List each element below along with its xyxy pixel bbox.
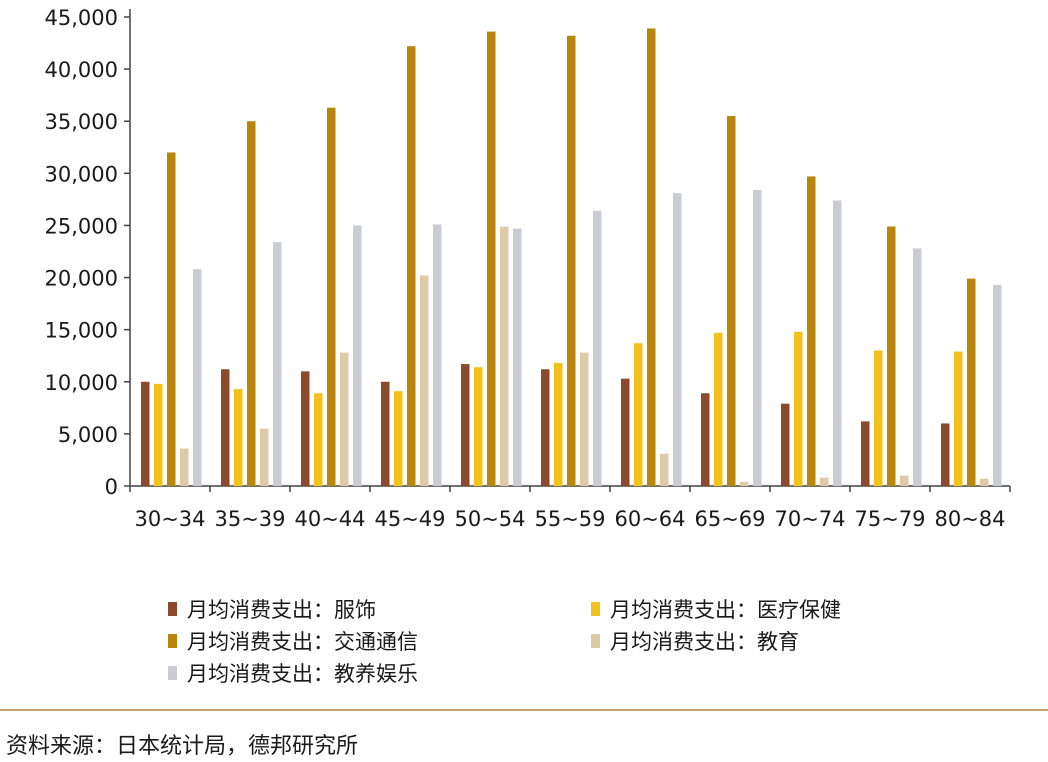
y-tick-label: 15,000 [45, 319, 118, 343]
bar [714, 332, 723, 486]
legend-swatch [168, 666, 177, 680]
bar [993, 284, 1002, 486]
x-tick-label: 45~49 [374, 507, 445, 531]
legend-swatch [591, 602, 600, 616]
bar [634, 343, 643, 486]
bar [541, 369, 550, 486]
y-tick-label: 30,000 [45, 162, 118, 186]
x-tick-label: 40~44 [294, 507, 365, 531]
bar [701, 393, 710, 486]
x-tick-label: 70~74 [774, 507, 845, 531]
legend-label: 月均消费支出：交通通信 [187, 630, 418, 654]
bar [407, 46, 416, 486]
bar [167, 152, 176, 486]
source-divider [0, 709, 1048, 711]
x-axis: 30~34 35~39 40~44 45~49 50~54 55~59 60~64 65~69… [129, 485, 1011, 531]
y-tick-label: 35,000 [45, 110, 118, 134]
bar [141, 381, 150, 486]
bar [980, 478, 989, 486]
bar [461, 364, 470, 486]
legend-label: 月均消费支出：服饰 [187, 598, 376, 622]
legend-swatch [168, 634, 177, 648]
bar [474, 367, 483, 486]
bar [340, 352, 349, 486]
bar [154, 383, 163, 486]
bar [234, 389, 243, 486]
bar [500, 226, 509, 486]
bar [260, 428, 269, 486]
bar [807, 176, 816, 486]
bar [327, 107, 336, 486]
y-axis: 0 5,000 10,000 15,000 20,000 25,000 30,000 35,0… [45, 6, 131, 499]
legend-swatch [168, 602, 177, 616]
bar [353, 225, 362, 486]
bar [394, 391, 403, 486]
bar [673, 193, 682, 486]
y-tick-label: 45,000 [45, 6, 118, 30]
bar [900, 475, 909, 486]
bar [621, 378, 630, 486]
bar [554, 363, 563, 486]
bar [740, 481, 749, 486]
bar [180, 448, 189, 486]
bar [247, 121, 256, 486]
bar [381, 381, 390, 486]
bars [141, 28, 1002, 487]
chart: 0 5,000 10,000 15,000 20,000 25,000 30,000 35,0… [45, 6, 1011, 686]
y-tick-label: 25,000 [45, 214, 118, 238]
bar [513, 228, 522, 486]
bar [273, 242, 282, 486]
bar [433, 224, 442, 486]
x-tick-label: 50~54 [454, 507, 525, 531]
x-tick-label: 65~69 [694, 507, 765, 531]
x-tick-label: 60~64 [614, 507, 685, 531]
source-note: 资料来源：日本统计局，德邦研究所 [6, 734, 359, 759]
y-tick-label: 40,000 [45, 58, 118, 82]
bar [753, 190, 762, 486]
bar [967, 278, 976, 486]
x-tick-label: 35~39 [214, 507, 285, 531]
x-tick-label: 75~79 [854, 507, 925, 531]
bar [727, 116, 736, 486]
bar [301, 371, 310, 486]
bar [221, 369, 230, 486]
legend-swatch [591, 634, 600, 648]
bar [820, 477, 829, 486]
bar [647, 28, 656, 486]
bar [781, 403, 790, 486]
bar [593, 210, 602, 486]
y-tick-label: 20,000 [45, 267, 118, 291]
legend-label: 月均消费支出：教养娱乐 [187, 662, 418, 686]
bar [567, 35, 576, 486]
bar [913, 248, 922, 486]
y-tick-label: 0 [105, 475, 118, 499]
bar [954, 351, 963, 486]
x-tick-label: 80~84 [934, 507, 1005, 531]
bar [887, 226, 896, 486]
bar [193, 269, 202, 486]
bar [941, 423, 950, 486]
legend-label: 月均消费支出：教育 [610, 630, 799, 654]
bar [660, 453, 669, 486]
x-tick-label: 30~34 [134, 507, 205, 531]
bar [861, 421, 870, 486]
bar [833, 200, 842, 487]
bar [874, 350, 883, 486]
y-tick-label: 10,000 [45, 371, 118, 395]
bar [580, 352, 589, 486]
legend-label: 月均消费支出：医疗保健 [610, 598, 841, 622]
x-tick-label: 55~59 [534, 507, 605, 531]
bar [487, 31, 496, 486]
y-tick-label: 5,000 [58, 423, 118, 447]
bar [420, 275, 429, 486]
bar [794, 331, 803, 486]
bar [314, 393, 323, 486]
